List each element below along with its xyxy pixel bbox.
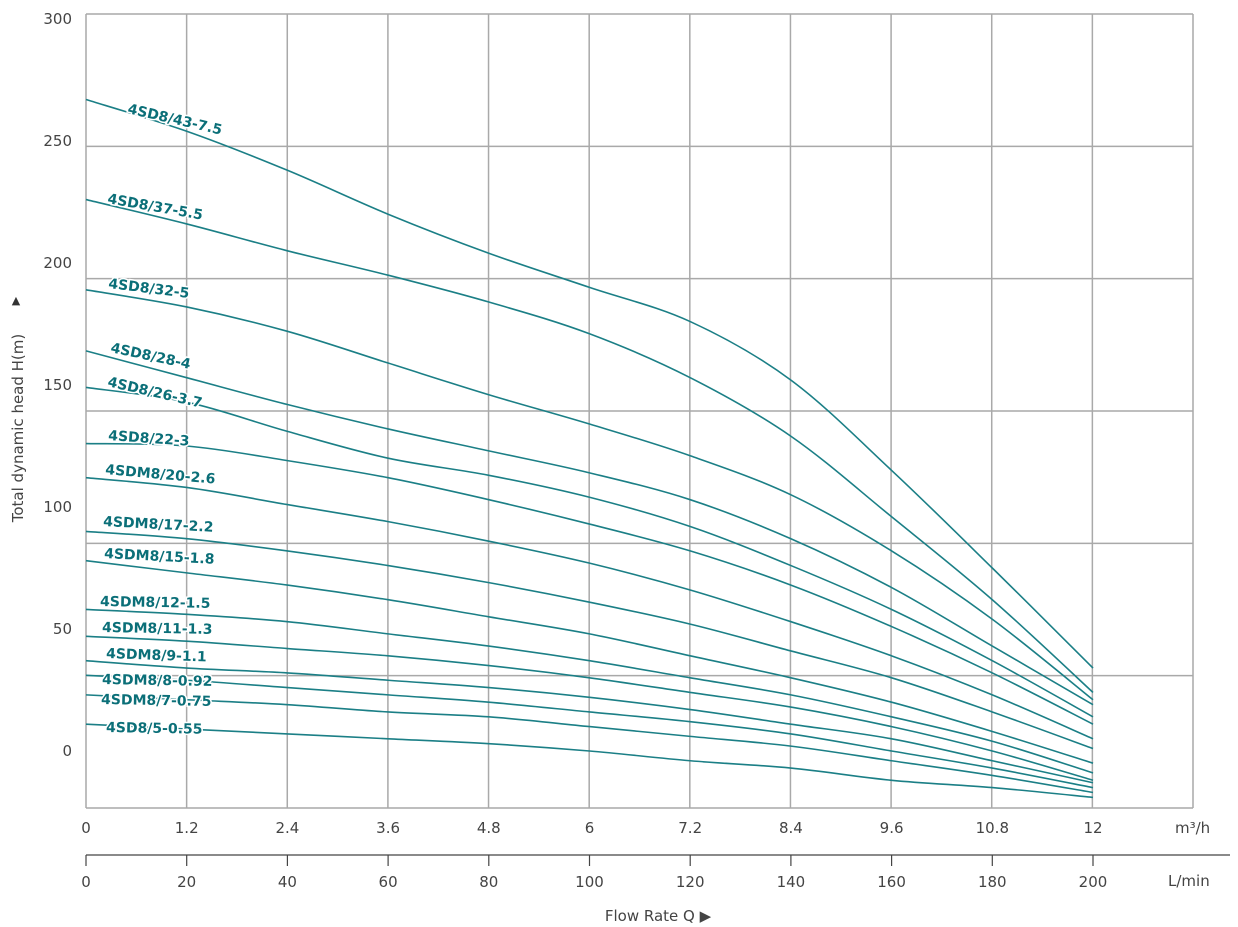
x2-tick-label: 60 [379,873,398,891]
series-label: 4SD8/32-5 [108,276,191,302]
y-axis-title: Total dynamic head H(m) [9,334,27,524]
x-tick-label: 4.8 [477,819,501,837]
x-tick-label: 0 [81,819,91,837]
series-label: 4SD8/37-5.5 [106,191,204,223]
series-line [85,659,1094,784]
x-tick-label: 1.2 [175,819,199,837]
x-tick-label: 6 [585,819,595,837]
series-label: 4SD8/26-3.7 [106,374,204,411]
x2-tick-label: 0 [81,873,91,891]
y-tick-label: 300 [43,10,72,28]
x-tick-label: 7.2 [678,819,702,837]
x2-tick-label: 100 [575,873,604,891]
x2-tick-label: 160 [877,873,906,891]
x2-tick-label: 40 [278,873,297,891]
y-tick-label: 50 [53,620,72,638]
y-tick-label: 0 [62,742,72,760]
x-tick-label: 9.6 [880,819,904,837]
series-label: 4SD8/22-3 [108,428,190,450]
x-tick-label: 12 [1083,819,1102,837]
series-line [85,608,1094,774]
y-tick-label: 100 [43,498,72,516]
grid [85,13,1194,809]
x2-tick-label: 140 [777,873,806,891]
x2-tick-label: 200 [1079,873,1108,891]
series-line [85,350,1094,706]
series-line [85,559,1094,764]
series-line [85,198,1094,694]
curves [85,98,1094,799]
series-line [85,694,1094,794]
series-label: 4SD8/43-7.5 [126,101,224,138]
series-line [85,98,1094,669]
x2-tick-label: 80 [479,873,498,891]
series-label: 4SDM8/11-1.3 [102,620,213,638]
series-line [85,635,1094,782]
y-tick-label: 250 [43,132,72,150]
x-tick-labels: 0 1.2 2.4 3.6 4.8 6 7.2 8.4 9.6 10.8 12 [81,819,1102,837]
y-tick-label: 200 [43,254,72,272]
series-line [85,386,1094,718]
x2-unit-label: L/min [1168,872,1210,890]
x2-tick-label: 120 [676,873,705,891]
series-label: 4SDM8/8-0.92 [102,672,213,690]
x-tick-label: 10.8 [976,819,1009,837]
x-tick-label: 3.6 [376,819,400,837]
series-line [85,476,1094,740]
series-line [85,442,1094,725]
series-line [85,289,1094,701]
series-label: 4SD8/5-0.55 [106,720,203,738]
y-axis-arrow-icon: ▲ [12,294,21,307]
y-tick-label: 150 [43,376,72,394]
y-tick-labels: 300 250 200 150 100 50 0 [43,10,72,760]
x2-tick-label: 180 [978,873,1007,891]
series-label: 4SDM8/9-1.1 [106,646,207,666]
series-line [85,530,1094,750]
x2-tick-label: 20 [177,873,196,891]
series-line [85,723,1094,799]
series-label: 4SDM8/7-0.75 [101,692,212,710]
x-axis-title: Flow Rate Q ▶ [605,907,712,925]
x-tick-label: 2.4 [275,819,299,837]
x-tick-label: 8.4 [779,819,803,837]
series-label: 4SDM8/17-2.2 [103,514,214,536]
series-line [85,674,1094,789]
x-unit-label: m³/h [1175,819,1210,837]
secondary-x-axis: 0 20 40 60 80 100 120 140 160 180 200 [81,854,1230,891]
series-label: 4SDM8/12-1.5 [100,594,211,612]
